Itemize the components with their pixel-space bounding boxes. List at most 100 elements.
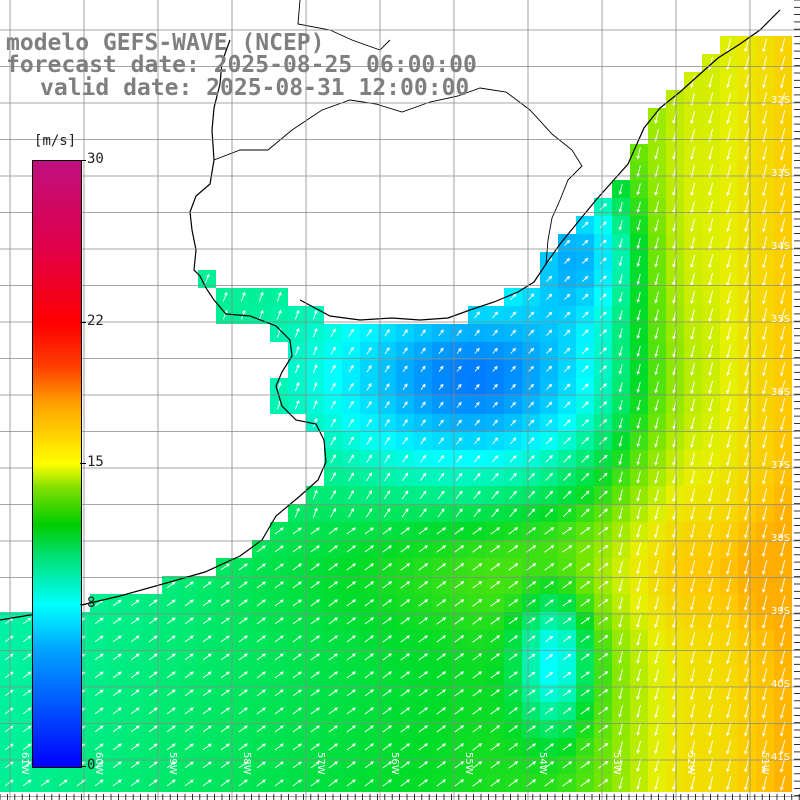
- wind-arrow: [780, 290, 786, 305]
- wind-arrow: [274, 707, 284, 715]
- wind-arrow: [690, 614, 696, 629]
- wind-arrow: [744, 308, 750, 323]
- wind-arrow: [708, 578, 714, 593]
- wind-arrow: [112, 599, 122, 607]
- wind-arrow: [636, 147, 641, 160]
- wind-arrow: [312, 346, 318, 356]
- wind-arrow: [384, 418, 390, 427]
- wind-arrow: [582, 275, 589, 282]
- wind-arrow: [258, 309, 264, 320]
- wind-arrow: [436, 635, 447, 643]
- wind-arrow: [184, 617, 194, 625]
- wind-arrow: [348, 454, 354, 464]
- wind-arrow: [420, 437, 426, 445]
- wind-arrow: [274, 743, 284, 751]
- wind-arrow: [654, 273, 659, 286]
- wind-arrow: [708, 722, 714, 737]
- wind-arrow: [472, 707, 483, 715]
- wind-arrow: [382, 617, 393, 625]
- wind-arrow: [364, 653, 374, 661]
- wind-arrow: [598, 454, 608, 463]
- wind-arrow: [130, 635, 140, 643]
- wind-arrow: [4, 671, 14, 679]
- wind-arrow: [436, 761, 447, 769]
- wind-arrow: [256, 779, 266, 787]
- wind-arrow: [690, 380, 695, 394]
- latitude-label: 37S: [771, 460, 790, 471]
- wind-arrow: [310, 563, 320, 571]
- wind-arrow: [599, 419, 608, 427]
- wind-arrow: [654, 632, 660, 647]
- wind-arrow: [726, 380, 732, 395]
- wind-arrow: [726, 362, 732, 377]
- wind-arrow: [580, 599, 591, 607]
- wind-arrow: [562, 599, 572, 607]
- wind-arrow: [490, 545, 501, 553]
- wind-arrow: [618, 651, 623, 664]
- wind-arrow: [382, 725, 392, 733]
- wind-arrow: [562, 563, 573, 571]
- wind-arrow: [366, 436, 372, 445]
- wind-arrow: [762, 776, 768, 791]
- wind-arrow: [473, 508, 481, 518]
- wind-arrow: [166, 653, 176, 661]
- wind-arrow: [510, 311, 517, 319]
- wind-arrow: [382, 581, 393, 589]
- longitude-label: 53W: [611, 752, 622, 775]
- wind-arrow: [490, 581, 501, 589]
- wind-arrow: [202, 671, 212, 679]
- wind-arrow: [690, 200, 696, 215]
- wind-arrow: [346, 707, 356, 715]
- wind-arrow: [762, 38, 768, 53]
- wind-arrow: [328, 653, 338, 661]
- wind-arrow: [348, 400, 354, 409]
- wind-arrow: [472, 743, 483, 751]
- wind-arrow: [436, 743, 447, 751]
- wind-arrow: [618, 669, 623, 682]
- wind-arrow: [510, 383, 516, 390]
- wind-arrow: [708, 344, 714, 359]
- wind-arrow: [744, 38, 750, 53]
- wind-arrow: [618, 759, 623, 772]
- wind-arrow: [618, 417, 623, 429]
- wind-arrow: [418, 725, 429, 733]
- wind-arrow: [581, 221, 589, 229]
- wind-arrow: [654, 309, 659, 322]
- wind-arrow: [744, 506, 750, 521]
- wind-arrow: [438, 383, 444, 390]
- wind-arrow: [401, 508, 409, 518]
- wind-arrow: [544, 743, 554, 751]
- wind-arrow: [312, 400, 318, 410]
- wind-arrow: [490, 617, 501, 625]
- wind-arrow: [544, 563, 555, 571]
- wind-arrow: [636, 632, 641, 646]
- wind-arrow: [509, 293, 517, 301]
- wind-arrow: [364, 581, 375, 589]
- latitude-label: 36S: [771, 387, 790, 398]
- wind-arrow: [636, 524, 642, 539]
- wind-arrow: [438, 347, 444, 354]
- wind-arrow: [312, 327, 318, 338]
- wind-arrow: [563, 311, 571, 319]
- wind-arrow: [184, 581, 194, 589]
- wind-arrow: [474, 311, 480, 319]
- wind-arrow: [346, 671, 356, 679]
- wind-arrow: [690, 506, 696, 521]
- wind-arrow: [330, 418, 336, 428]
- wind-arrow: [292, 689, 302, 697]
- wind-arrow: [726, 740, 732, 755]
- wind-arrow: [148, 617, 158, 625]
- wind-arrow: [419, 508, 427, 518]
- wind-arrow: [438, 437, 444, 445]
- wind-arrow: [418, 653, 429, 661]
- wind-arrow: [580, 617, 591, 625]
- wind-arrow: [762, 488, 768, 503]
- wind-arrow: [472, 653, 483, 661]
- wind-arrow: [618, 256, 623, 267]
- wind-arrow: [708, 488, 714, 503]
- wind-arrow: [454, 635, 465, 643]
- wind-arrow: [402, 401, 408, 409]
- wind-arrow: [726, 146, 732, 161]
- wind-arrow: [762, 704, 768, 719]
- wind-arrow: [708, 218, 714, 233]
